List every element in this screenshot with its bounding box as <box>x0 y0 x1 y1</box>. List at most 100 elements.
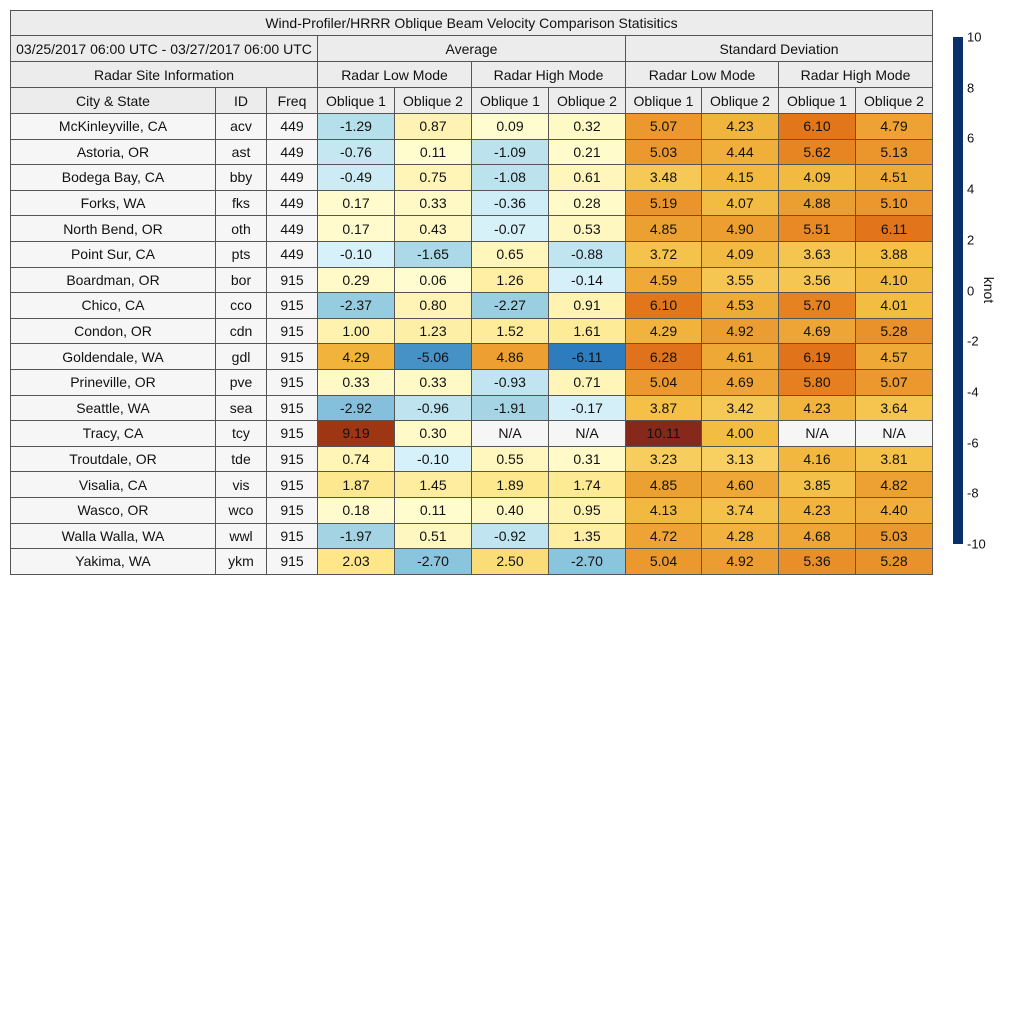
table-row: Astoria, OR ast 449 -0.76 0.11 -1.09 0.21 5.03 4… <box>10 138 933 166</box>
freq-cell: 915 <box>266 317 318 345</box>
freq-cell: 915 <box>266 368 318 396</box>
freq-cell: 449 <box>266 113 318 140</box>
id-cell: oth <box>215 215 267 242</box>
value-cell: 0.31 <box>548 445 626 473</box>
value-cell: 1.35 <box>548 522 626 550</box>
value-cell: -0.10 <box>394 445 472 473</box>
value-cell: 1.89 <box>471 471 549 498</box>
freq-cell: 449 <box>266 240 318 268</box>
value-cell: 4.88 <box>778 189 856 217</box>
value-cell: 3.85 <box>778 471 856 498</box>
table-row: Seattle, WA sea 915 -2.92 -0.96 -1.91 -0.17 3.8… <box>10 394 933 422</box>
city-cell: North Bend, OR <box>10 215 216 242</box>
freq-cell: 915 <box>266 343 318 370</box>
col-freq: Freq <box>266 87 318 114</box>
colorbar <box>953 37 963 544</box>
value-cell: 5.62 <box>778 138 856 166</box>
freq-cell: 915 <box>266 394 318 422</box>
value-cell: 4.29 <box>317 343 395 370</box>
value-cell: 0.75 <box>394 164 472 191</box>
colorbar-tick: 8 <box>967 80 975 96</box>
value-cell: -1.97 <box>317 522 395 550</box>
freq-cell: 449 <box>266 189 318 217</box>
value-cell: 4.59 <box>625 266 702 294</box>
value-cell: 10.11 <box>625 420 702 447</box>
id-cell: sea <box>215 394 267 422</box>
value-cell: 1.87 <box>317 471 395 498</box>
value-cell: 4.23 <box>778 394 856 422</box>
colorbar-unit: knot <box>981 276 998 304</box>
table-row: Condon, OR cdn 915 1.00 1.23 1.52 1.61 4.29 4.92… <box>10 317 933 345</box>
value-cell: 0.55 <box>471 445 549 473</box>
value-cell: 4.44 <box>701 138 779 166</box>
value-cell: 4.57 <box>855 343 933 370</box>
table-row: Yakima, WA ykm 915 2.03 -2.70 2.50 -2.70 5.04 4.… <box>10 548 933 575</box>
freq-cell: 915 <box>266 445 318 473</box>
value-cell: 3.48 <box>625 164 702 191</box>
freq-cell: 915 <box>266 266 318 294</box>
colorbar-tick: -4 <box>967 384 979 400</box>
value-cell: -0.36 <box>471 189 549 217</box>
city-cell: Boardman, OR <box>10 266 216 294</box>
value-cell: 4.82 <box>855 471 933 498</box>
id-cell: gdl <box>215 343 267 370</box>
value-cell: 6.28 <box>625 343 702 370</box>
table-row: Visalia, CA vis 915 1.87 1.45 1.89 1.74 4.85 4.6… <box>10 471 933 498</box>
id-cell: bby <box>215 164 267 191</box>
value-cell: -0.76 <box>317 138 395 166</box>
table-row: Point Sur, CA pts 449 -0.10 -1.65 0.65 -0.88 3.… <box>10 240 933 268</box>
value-cell: -1.65 <box>394 240 472 268</box>
value-cell: 0.21 <box>548 138 626 166</box>
value-cell: N/A <box>471 420 549 447</box>
value-cell: 0.33 <box>394 189 472 217</box>
colorbar-tick: 2 <box>967 232 975 248</box>
colorbar-tick: 0 <box>967 283 975 298</box>
value-cell: 6.19 <box>778 343 856 370</box>
value-cell: 3.87 <box>625 394 702 422</box>
value-cell: 0.18 <box>317 496 395 524</box>
avg-low-mode: Radar Low Mode <box>317 61 472 88</box>
id-cell: fks <box>215 189 267 217</box>
table-row: Prineville, OR pve 915 0.33 0.33 -0.93 0.71 5.0… <box>10 368 933 396</box>
value-cell: -6.11 <box>548 343 626 370</box>
city-cell: Seattle, WA <box>10 394 216 422</box>
value-cell: 0.11 <box>394 138 472 166</box>
value-cell: 5.10 <box>855 189 933 217</box>
col-oblique-2: Oblique 2 <box>855 87 933 114</box>
value-cell: 0.80 <box>394 292 472 319</box>
value-cell: 5.80 <box>778 368 856 396</box>
value-cell: 4.90 <box>701 215 779 242</box>
city-cell: Yakima, WA <box>10 548 216 575</box>
value-cell: 0.43 <box>394 215 472 242</box>
city-cell: Goldendale, WA <box>10 343 216 370</box>
colorbar-tick: -8 <box>967 485 979 501</box>
value-cell: 5.28 <box>855 548 933 575</box>
col-id: ID <box>215 87 267 114</box>
city-cell: Tracy, CA <box>10 420 216 447</box>
value-cell: 0.71 <box>548 368 626 396</box>
std-high-mode: Radar High Mode <box>778 61 933 88</box>
id-cell: wwl <box>215 522 267 550</box>
city-cell: Walla Walla, WA <box>10 522 216 550</box>
col-oblique-2: Oblique 2 <box>548 87 626 114</box>
value-cell: 6.10 <box>778 113 856 140</box>
value-cell: 4.10 <box>855 266 933 294</box>
value-cell: 5.03 <box>855 522 933 550</box>
colorbar-tick: -10 <box>967 536 986 552</box>
colorbar-tick: 6 <box>967 130 975 146</box>
value-cell: 0.33 <box>394 368 472 396</box>
value-cell: 0.33 <box>317 368 395 396</box>
id-cell: acv <box>215 113 267 140</box>
col-oblique-2: Oblique 2 <box>394 87 472 114</box>
value-cell: 5.51 <box>778 215 856 242</box>
table-row: Boardman, OR bor 915 0.29 0.06 1.26 -0.14 4.59 3… <box>10 266 933 294</box>
value-cell: 0.61 <box>548 164 626 191</box>
value-cell: 4.28 <box>701 522 779 550</box>
value-cell: 4.79 <box>855 113 933 140</box>
city-cell: McKinleyville, CA <box>10 113 216 140</box>
value-cell: 5.36 <box>778 548 856 575</box>
value-cell: -1.91 <box>471 394 549 422</box>
freq-cell: 915 <box>266 292 318 319</box>
value-cell: 0.17 <box>317 189 395 217</box>
value-cell: 4.61 <box>701 343 779 370</box>
